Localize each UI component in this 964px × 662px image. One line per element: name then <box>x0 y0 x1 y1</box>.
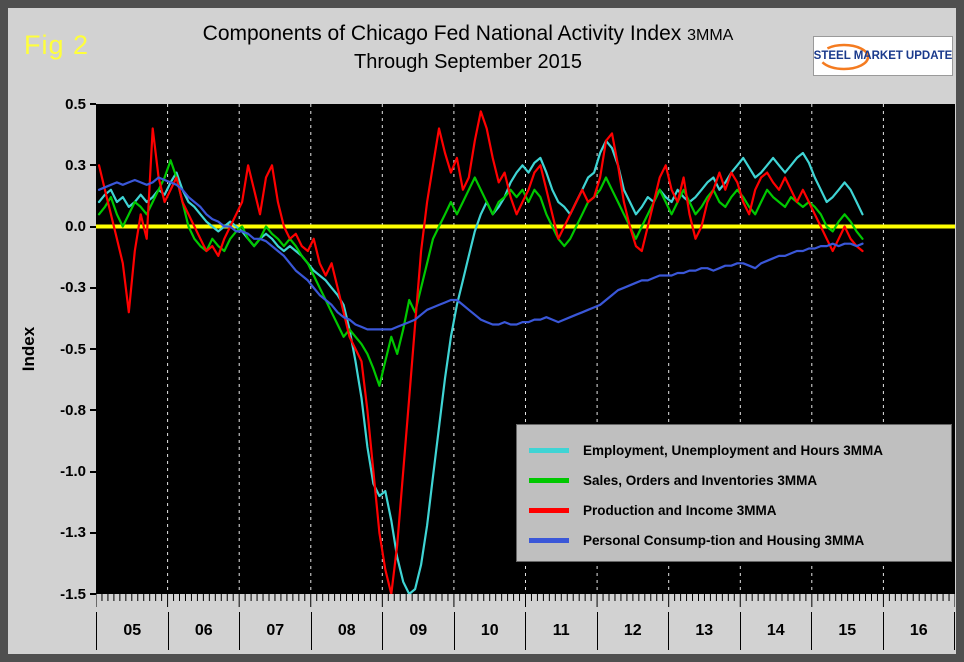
y-tick-label: -1.0 <box>60 463 86 480</box>
y-tick-mark <box>90 286 96 289</box>
chart-title-main: Components of Chicago Fed National Activ… <box>202 22 682 45</box>
x-axis-minor-ticks <box>96 594 955 607</box>
logo-word-steel: STEEL <box>813 50 851 62</box>
x-year-label: 13 <box>668 612 740 650</box>
x-year-label: 14 <box>739 612 812 650</box>
y-tick-mark <box>90 164 96 167</box>
y-axis-ticks: 0.5 0.3 0.0 -0.3 -0.5 -0.8 -1.0 -1.3 -1.5 <box>26 96 96 603</box>
y-tick-label: -0.8 <box>60 401 86 419</box>
chart-title-suffix: 3MMA <box>687 27 734 44</box>
y-tick: -1.0 <box>26 463 96 480</box>
y-tick: -1.3 <box>26 524 96 542</box>
x-axis-year-labels: 05 06 07 08 09 10 11 12 13 14 15 16 <box>96 612 955 650</box>
legend-swatch-blue <box>529 537 569 543</box>
y-tick-label: 0.3 <box>65 156 86 174</box>
chart-subtitle: Through September 2015 <box>354 51 582 73</box>
legend-label: Production and Income 3MMA <box>583 502 777 518</box>
y-tick: -0.3 <box>26 279 96 297</box>
y-tick-label: 0.0 <box>65 218 86 235</box>
x-year-label: 11 <box>525 612 597 650</box>
x-year-label: 08 <box>310 612 383 650</box>
legend-label: Employment, Unemployment and Hours 3MMA <box>583 442 884 458</box>
legend-swatch-green <box>529 477 569 483</box>
logo-inner: STEEL MARKET UPDATE <box>814 37 952 75</box>
logo-swoosh-icon <box>818 43 870 71</box>
legend-item-employment: Employment, Unemployment and Hours 3MMA <box>529 435 951 465</box>
legend: Employment, Unemployment and Hours 3MMA … <box>516 424 952 562</box>
chart-title-block: Components of Chicago Fed National Activ… <box>118 22 818 74</box>
legend-label: Sales, Orders and Inventories 3MMA <box>583 472 818 488</box>
y-tick-label: -1.3 <box>60 524 86 542</box>
logo-word-market: MARKET <box>853 50 903 62</box>
y-tick-label: -0.5 <box>60 340 86 358</box>
legend-label: Personal Consump-tion and Housing 3MMA <box>583 532 865 548</box>
y-tick: -0.5 <box>26 340 96 358</box>
x-year-label: 12 <box>596 612 669 650</box>
y-tick-mark <box>90 225 96 228</box>
x-year-label: 05 <box>96 612 168 650</box>
y-tick-mark <box>90 470 96 473</box>
y-tick: 0.3 <box>26 156 96 174</box>
figure-number-label: Fig 2 <box>24 30 90 60</box>
y-tick-mark <box>90 409 96 412</box>
y-tick-mark <box>90 348 96 350</box>
x-year-label: 15 <box>811 612 883 650</box>
legend-item-sales: Sales, Orders and Inventories 3MMA <box>529 465 951 495</box>
legend-item-production: Production and Income 3MMA <box>529 495 951 525</box>
steel-market-update-logo: STEEL MARKET UPDATE <box>813 36 953 76</box>
y-tick: -0.8 <box>26 401 96 419</box>
y-tick-label: 0.5 <box>65 95 86 113</box>
chart-title: Components of Chicago Fed National Activ… <box>118 22 818 46</box>
x-year-label: 10 <box>453 612 526 650</box>
y-tick-mark <box>90 103 96 105</box>
x-year-label: 09 <box>382 612 454 650</box>
x-year-label: 16 <box>882 612 955 650</box>
x-year-label: 06 <box>167 612 240 650</box>
x-year-label: 07 <box>239 612 311 650</box>
y-tick: -1.5 <box>26 585 96 603</box>
y-tick-label: -1.5 <box>60 585 86 603</box>
y-tick: 0.0 <box>26 218 96 235</box>
chart-background: Fig 2 Components of Chicago Fed National… <box>8 8 956 654</box>
logo-word-update: UPDATE <box>905 50 953 62</box>
plot-area: Employment, Unemployment and Hours 3MMA … <box>96 104 955 594</box>
legend-swatch-cyan <box>529 447 569 453</box>
y-tick-mark <box>90 593 96 595</box>
legend-item-consumption: Personal Consump-tion and Housing 3MMA <box>529 525 951 555</box>
legend-swatch-red <box>529 507 569 513</box>
logo-text: STEEL MARKET UPDATE <box>813 37 953 75</box>
y-tick-label: -0.3 <box>60 279 86 297</box>
y-tick-mark <box>90 531 96 534</box>
y-tick: 0.5 <box>26 95 96 113</box>
